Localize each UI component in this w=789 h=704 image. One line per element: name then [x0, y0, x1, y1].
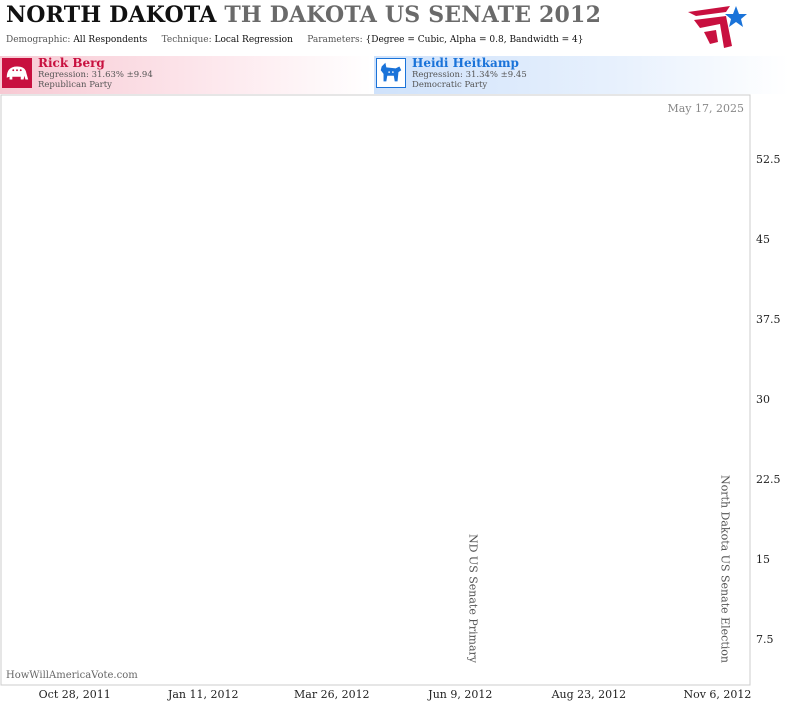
candidate-name-dem: Heidi Heitkamp — [412, 56, 519, 70]
legend-republican: Rick Berg Regression: 31.63% ±9.94 Repub… — [0, 56, 372, 94]
chart-title: NORTH DAKOTA TH DAKOTA US SENATE 2012 — [6, 2, 601, 28]
demographic-value: All Respondents — [73, 35, 148, 45]
x-tick-label: Jun 9, 2012 — [427, 688, 492, 701]
technique-label: Technique: — [161, 35, 212, 45]
title-state: NORTH DAKOTA — [6, 2, 217, 28]
parameters-label: Parameters: — [307, 35, 363, 45]
technique-value: Local Regression — [214, 35, 293, 45]
demographic-label: Demographic: — [6, 35, 71, 45]
watermark-date: May 17, 2025 — [667, 102, 744, 115]
x-tick-label: Aug 23, 2012 — [551, 688, 627, 701]
candidate-party-rep: Republican Party — [38, 80, 112, 90]
elephant-icon — [2, 58, 32, 88]
site-logo-icon — [688, 6, 747, 48]
y-tick-label: 22.5 — [756, 473, 781, 486]
y-tick-label: 52.5 — [756, 153, 781, 166]
y-tick-label: 15 — [756, 553, 770, 566]
y-tick-label: 37.5 — [756, 313, 781, 326]
chart-parameters: Demographic: All Respondents Technique: … — [6, 35, 583, 45]
candidate-legend: Rick Berg Regression: 31.63% ±9.94 Repub… — [0, 56, 789, 94]
event-label: ND US Senate Primary — [466, 534, 479, 664]
title-race: TH DAKOTA US SENATE 2012 — [224, 2, 602, 28]
chart-header: NORTH DAKOTA TH DAKOTA US SENATE 2012 De… — [0, 0, 789, 56]
candidate-party-dem: Democratic Party — [412, 80, 488, 90]
y-tick-label: 7.5 — [756, 633, 774, 646]
y-tick-label: 45 — [756, 233, 770, 246]
plot-frame — [0, 94, 751, 686]
parameters-value: {Degree = Cubic, Alpha = 0.8, Bandwidth … — [365, 35, 584, 45]
candidate-name-rep: Rick Berg — [38, 56, 105, 70]
candidate-regression-rep: Regression: 31.63% ±9.94 — [38, 70, 153, 80]
legend-democratic: Heidi Heitkamp Regression: 31.34% ±9.45 … — [374, 56, 789, 94]
donkey-icon — [376, 58, 406, 88]
site-credit: HowWillAmericaVote.com — [6, 670, 138, 681]
x-tick-label: Jan 11, 2012 — [167, 688, 239, 701]
y-tick-label: 30 — [756, 393, 770, 406]
event-label: North Dakota US Senate Election — [718, 475, 731, 663]
x-tick-label: Nov 6, 2012 — [683, 688, 751, 701]
candidate-regression-dem: Regression: 31.34% ±9.45 — [412, 70, 527, 80]
ci-upper-0 — [418, 36, 523, 74]
x-tick-label: Oct 28, 2011 — [39, 688, 111, 701]
x-tick-label: Mar 26, 2012 — [294, 688, 370, 701]
